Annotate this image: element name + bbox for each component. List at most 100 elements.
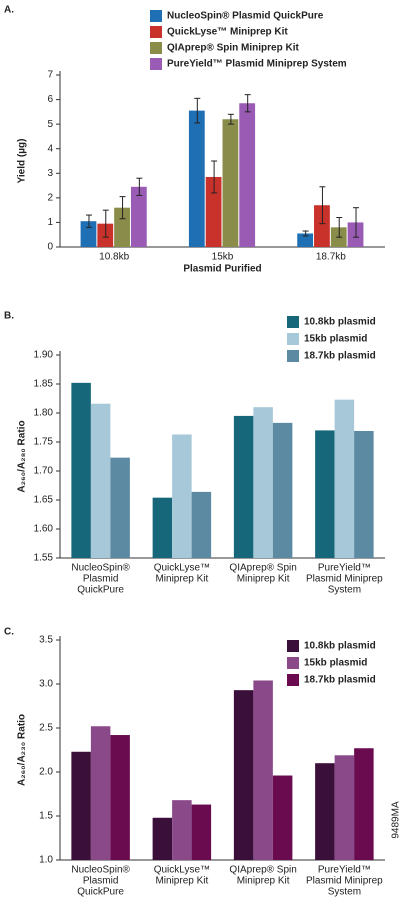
x-tick-label: QuickPure <box>77 887 124 898</box>
legend-label: 10.8kb plasmid <box>304 641 376 652</box>
bar <box>172 434 192 558</box>
legend-label: 18.7kb plasmid <box>304 351 376 362</box>
x-tick-label: 10.8kb <box>99 252 129 263</box>
bar <box>205 176 222 247</box>
y-tick-label: 7 <box>47 70 53 81</box>
legend-label: 18.7kb plasmid <box>304 675 376 686</box>
y-tick-label: 1.0 <box>39 855 53 866</box>
x-tick-label: NucleoSpin® <box>71 563 130 574</box>
y-tick-label: 1.65 <box>34 495 54 506</box>
bar <box>97 223 114 247</box>
bar <box>354 748 374 860</box>
y-tick-label: 2.5 <box>39 723 53 734</box>
bar <box>334 755 355 860</box>
y-tick-label: 1.90 <box>34 350 54 361</box>
bar <box>314 205 330 247</box>
y-tick-label: 1.60 <box>34 524 54 535</box>
bar <box>80 221 97 247</box>
x-tick-label: Plasmid Miniprep <box>306 876 383 887</box>
legend-label: 15kb plasmid <box>304 658 367 669</box>
x-axis-label: Plasmid Purified <box>183 264 261 275</box>
legend-label: QIAprep® Spin Miniprep Kit <box>167 43 299 54</box>
legend-swatch <box>287 333 299 345</box>
error-bar <box>102 209 109 238</box>
x-tick-label: 15kb <box>212 252 234 263</box>
x-tick-label: Plasmid Miniprep <box>306 574 383 585</box>
x-tick-label: Plasmid <box>83 574 119 585</box>
bar <box>272 775 293 860</box>
legend-swatch <box>287 657 299 669</box>
x-tick-label: Miniprep Kit <box>155 876 208 887</box>
y-tick-label: 1 <box>47 217 53 228</box>
legend-label: 15kb plasmid <box>304 334 367 345</box>
bar <box>71 382 91 558</box>
y-tick-label: 1.55 <box>34 553 54 564</box>
y-tick-label: 1.70 <box>34 466 54 477</box>
x-tick-label: System <box>328 887 361 898</box>
legend-label: NucleoSpin® Plasmid QuickPure <box>167 11 324 22</box>
y-tick-label: 1.85 <box>34 379 54 390</box>
figure-id: 9489MA <box>391 801 400 839</box>
legend-swatch <box>150 58 162 70</box>
error-bar <box>136 177 143 196</box>
error-bar <box>211 160 218 194</box>
bar <box>130 186 147 247</box>
error-bar <box>319 186 326 225</box>
legend-swatch <box>150 42 162 54</box>
y-axis-label: A₂₆₀/A₂₈₀ Ratio <box>17 420 28 492</box>
error-bar <box>194 97 201 124</box>
bar <box>90 403 111 558</box>
bar <box>152 497 173 558</box>
y-tick-label: 5 <box>47 119 53 130</box>
bar <box>191 804 212 860</box>
x-tick-label: System <box>328 585 361 596</box>
x-tick-label: PureYield™ <box>318 865 371 876</box>
bar <box>233 415 254 558</box>
legend-swatch <box>287 674 299 686</box>
x-tick-label: QuickLyse™ <box>154 865 210 876</box>
y-tick-label: 1.75 <box>34 437 54 448</box>
panel-label: A. <box>4 5 14 16</box>
legend-swatch <box>150 26 162 38</box>
error-bar <box>336 217 343 238</box>
error-bar <box>302 230 309 237</box>
y-tick-label: 0 <box>47 242 53 253</box>
bar <box>253 680 273 860</box>
y-tick-label: 2.0 <box>39 767 53 778</box>
bar <box>347 222 364 247</box>
bar <box>110 735 130 860</box>
y-tick-label: 3.5 <box>39 635 53 646</box>
x-tick-label: Miniprep Kit <box>237 876 290 887</box>
y-tick-label: 1.80 <box>34 408 54 419</box>
bar <box>315 763 335 860</box>
x-tick-label: QIAprep® Spin <box>229 563 296 574</box>
bar <box>272 422 293 558</box>
legend-swatch <box>287 350 299 362</box>
x-tick-label: NucleoSpin® <box>71 865 130 876</box>
y-tick-label: 4 <box>47 143 53 154</box>
bar <box>110 457 130 558</box>
error-bar <box>119 196 126 220</box>
panel-label: C. <box>4 627 14 638</box>
y-tick-label: 2 <box>47 192 53 203</box>
y-axis-label: A₂₆₀/A₂₃₀ Ratio <box>17 714 28 786</box>
bar <box>233 690 254 860</box>
x-tick-label: Miniprep Kit <box>155 574 208 585</box>
bar <box>191 491 212 558</box>
bar <box>172 800 192 860</box>
error-bar <box>227 113 234 125</box>
bar <box>239 103 256 247</box>
legend-label: 10.8kb plasmid <box>304 317 376 328</box>
y-tick-label: 1.5 <box>39 811 53 822</box>
bar <box>253 407 273 558</box>
bar <box>354 430 374 558</box>
x-tick-label: QuickPure <box>77 585 124 596</box>
error-bar <box>244 94 251 113</box>
x-tick-label: Miniprep Kit <box>237 574 290 585</box>
bar <box>222 119 239 247</box>
legend-swatch <box>150 10 162 22</box>
x-tick-label: QIAprep® Spin <box>229 865 296 876</box>
x-tick-label: QuickLyse™ <box>154 563 210 574</box>
error-bar <box>85 214 92 228</box>
